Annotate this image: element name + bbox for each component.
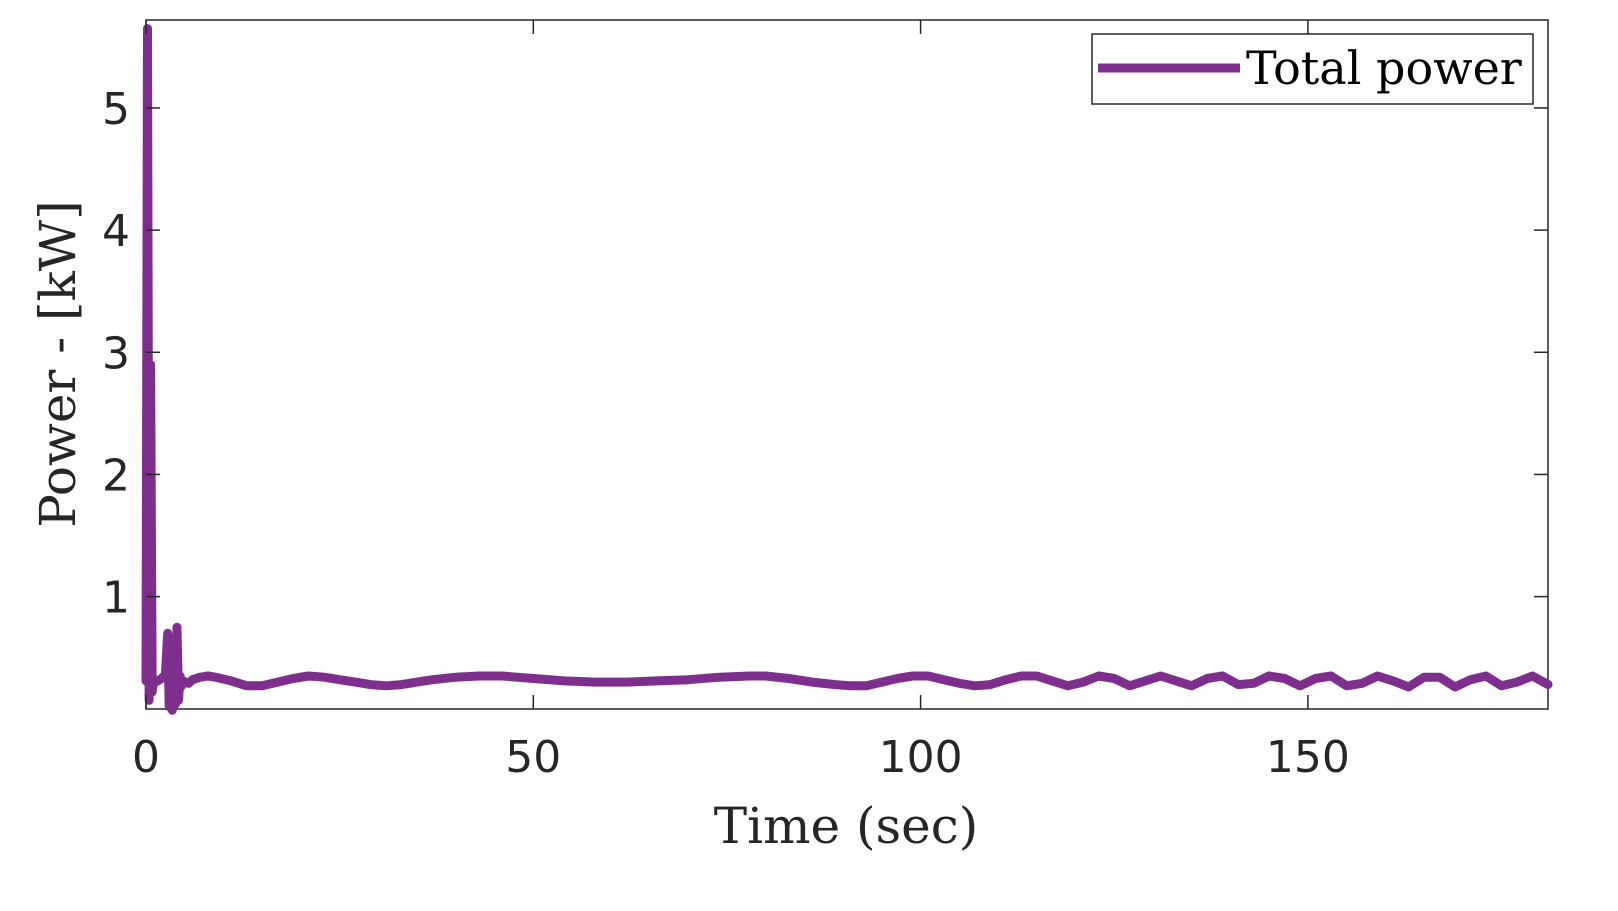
x-axis-label: Time (sec) <box>714 797 979 855</box>
y-tick-label: 1 <box>102 573 130 624</box>
y-tick-label: 2 <box>102 450 130 501</box>
legend: Total power <box>1091 33 1534 105</box>
x-tick-label: 50 <box>505 732 561 783</box>
x-tick-label: 100 <box>879 732 963 783</box>
x-tick-label: 150 <box>1266 732 1350 783</box>
x-axis-ticks: 0 50 100 150 <box>132 20 1350 783</box>
axes-box <box>145 19 1549 710</box>
legend-label: Total power <box>1246 41 1522 95</box>
y-tick-label: 4 <box>102 206 130 257</box>
y-tick-label: 5 <box>102 84 130 135</box>
series-layer <box>141 24 1553 715</box>
y-axis-ticks: 1 2 3 4 5 <box>102 84 1548 624</box>
y-axis-label: Power - [kW] <box>29 200 87 527</box>
series-line-total-power <box>141 24 1553 715</box>
y-tick-label: 3 <box>102 328 130 379</box>
plot-area <box>141 19 1553 715</box>
legend-box <box>1091 33 1534 105</box>
x-tick-label: 0 <box>132 732 160 783</box>
